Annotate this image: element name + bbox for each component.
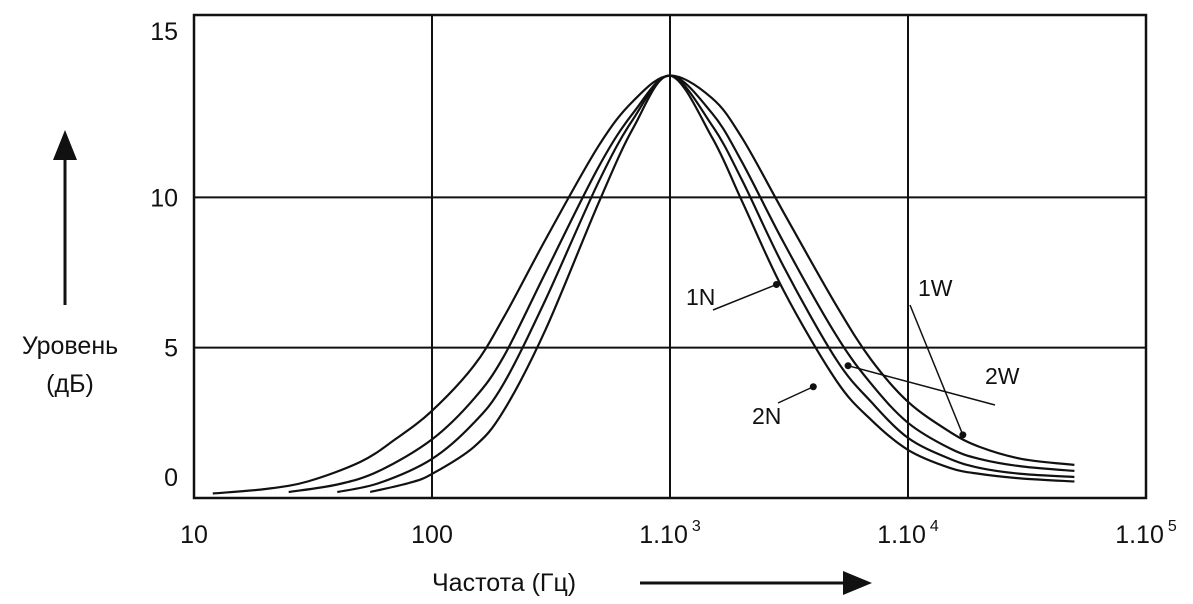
series-marker xyxy=(844,362,852,370)
series-line xyxy=(288,74,1075,494)
ticks: 10 100 1.10 3 1.10 4 1.10 5 0 5 10 15 xyxy=(150,18,1177,549)
series-line xyxy=(369,74,1075,494)
series-line xyxy=(337,74,1075,494)
y-axis-label-line-2: (дБ) xyxy=(46,370,94,398)
series-line xyxy=(212,74,1075,495)
series-leader-line xyxy=(777,386,814,404)
y-tick-label: 0 xyxy=(164,464,178,492)
series-marker xyxy=(809,383,817,391)
series-marker xyxy=(959,431,967,439)
x-tick-label: 1.10 3 xyxy=(639,518,701,549)
y-axis-arrow xyxy=(53,130,77,305)
x-tick-label: 1.10 5 xyxy=(1115,518,1177,549)
series-label: 2N xyxy=(752,403,781,429)
series-2W: 2W xyxy=(288,74,1075,494)
x-tick-label: 10 xyxy=(180,521,208,549)
x-tick-label: 100 xyxy=(411,521,453,549)
series-leader-line xyxy=(909,304,964,436)
series-1W: 1W xyxy=(212,74,1075,495)
series-label: 1W xyxy=(918,275,953,301)
grid xyxy=(192,13,1148,500)
y-axis-label-line-1: Уровень xyxy=(22,332,118,360)
series-leader-line xyxy=(847,364,996,406)
series-1N: 1N xyxy=(337,74,1075,494)
series-2N: 2N xyxy=(369,74,1075,494)
series-label: 2W xyxy=(985,363,1020,389)
series-marker xyxy=(772,281,780,289)
y-tick-label: 15 xyxy=(150,18,178,46)
series-leader-line xyxy=(712,283,777,311)
y-tick-label: 10 xyxy=(150,184,178,212)
y-tick-label: 5 xyxy=(164,335,178,363)
x-axis-arrow xyxy=(640,571,872,595)
curves: 1W 2W 1N 2N xyxy=(212,74,1075,495)
x-tick-label: 1.10 4 xyxy=(877,518,939,549)
x-axis-label: Частота (Гц) xyxy=(432,569,576,597)
series-label: 1N xyxy=(686,284,715,310)
